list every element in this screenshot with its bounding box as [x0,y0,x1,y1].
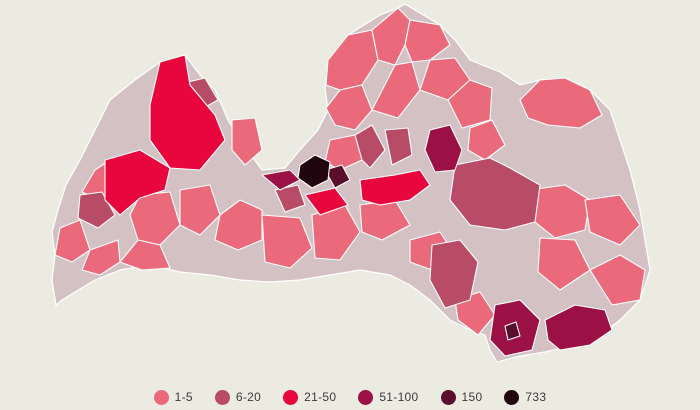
legend-item: 733 [504,389,547,405]
muni-1-5 [584,194,641,246]
muni-1-5 [231,117,263,166]
legend-swatch [283,389,299,405]
legend-item: 21-50 [283,389,337,405]
legend-label: 51-100 [379,390,419,404]
map-canvas [51,3,651,363]
legend-label: 1-5 [174,390,193,404]
muni-6-20 [354,124,386,169]
legend-item: 51-100 [358,389,419,405]
muni-1-5 [179,184,221,236]
legend-swatch [153,389,169,405]
legend-swatch [504,389,520,405]
muni-6-20 [274,184,306,213]
muni-21-50 [104,149,171,216]
muni-1-5 [81,239,121,276]
muni-1-5 [447,79,493,129]
muni-1-5 [419,57,471,101]
muni-21-50 [149,54,226,171]
muni-1-5 [325,84,373,131]
muni-1-5 [537,237,591,291]
muni-1-5 [261,214,313,269]
legend-swatch [358,389,374,405]
legend-swatch [214,389,230,405]
muni-51-100 [544,304,613,351]
muni-6-20 [384,127,413,166]
legend-item: 6-20 [214,389,262,405]
muni-1-5 [467,119,506,161]
muni-1-5 [325,29,379,91]
muni-1-5 [324,134,363,171]
muni-1-5 [454,291,496,336]
muni-733-riga [297,154,331,189]
legend-label: 733 [525,390,547,404]
muni-1-5 [519,77,603,129]
muni-150 [504,321,521,341]
legend-label: 21-50 [304,390,337,404]
map-legend: 1-5 6-20 21-50 51-100 150 733 [0,386,700,408]
muni-1-5 [54,219,91,263]
muni-1-5 [589,254,646,306]
muni-1-5 [119,239,171,271]
muni-21-50 [359,169,431,206]
muni-6-20 [429,239,479,309]
legend-item: 150 [440,389,483,405]
muni-21-50 [304,187,349,216]
muni-51-100 [424,124,463,173]
legend-label: 150 [461,390,483,404]
latvia-choropleth-map [51,3,651,363]
legend-swatch [440,389,456,405]
muni-1-5 [214,199,263,251]
legend-item: 1-5 [153,389,193,405]
muni-6-20 [449,157,541,231]
muni-1-5 [371,61,421,119]
legend-label: 6-20 [235,390,262,404]
muni-150 [324,164,351,189]
